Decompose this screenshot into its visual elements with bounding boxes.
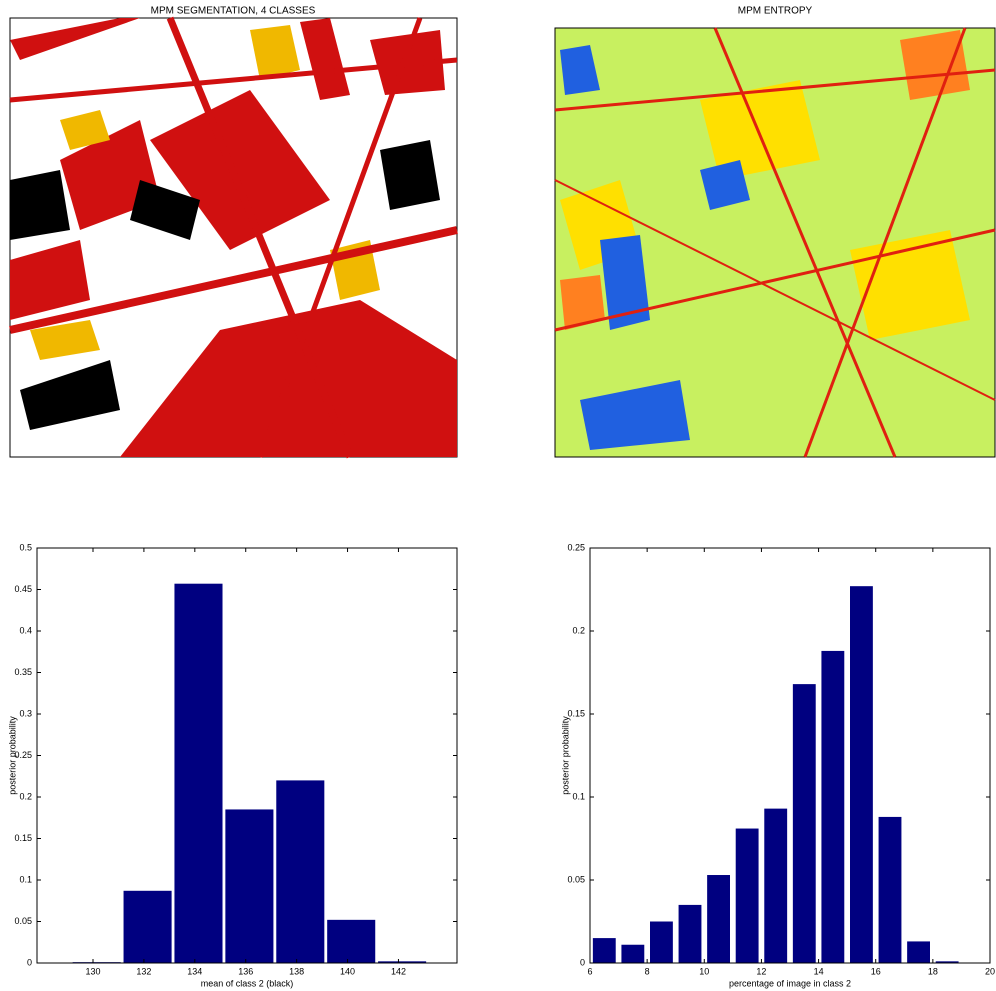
bar bbox=[850, 586, 873, 963]
bar bbox=[327, 919, 376, 963]
bar bbox=[764, 808, 788, 963]
x-axis-label: mean of class 2 (black) bbox=[201, 978, 294, 988]
y-axis-label: posterior probability bbox=[560, 716, 570, 795]
bar bbox=[378, 961, 427, 963]
y-tick-label: 0.1 bbox=[572, 791, 585, 801]
x-tick-label: 140 bbox=[340, 966, 355, 976]
image-title: MPM SEGMENTATION, 4 CLASSES bbox=[151, 6, 316, 17]
entropy-image bbox=[554, 27, 996, 458]
x-tick-label: 20 bbox=[985, 966, 995, 976]
y-tick-label: 0.5 bbox=[19, 542, 32, 552]
x-tick-label: 138 bbox=[289, 966, 304, 976]
y-tick-label: 0.15 bbox=[14, 833, 32, 843]
x-tick-label: 16 bbox=[871, 966, 881, 976]
bar bbox=[735, 828, 759, 963]
y-tick-label: 0.05 bbox=[14, 916, 32, 926]
bar bbox=[123, 890, 172, 963]
x-tick-label: 6 bbox=[587, 966, 592, 976]
x-tick-label: 132 bbox=[136, 966, 151, 976]
y-tick-label: 0.2 bbox=[19, 791, 32, 801]
y-tick-label: 0.05 bbox=[567, 874, 585, 884]
x-tick-label: 8 bbox=[645, 966, 650, 976]
y-tick-label: 0.4 bbox=[19, 625, 32, 635]
y-tick-label: 0.35 bbox=[14, 667, 32, 677]
bar bbox=[592, 938, 616, 963]
y-tick-label: 0.3 bbox=[19, 708, 32, 718]
bar bbox=[174, 583, 223, 963]
bar bbox=[276, 780, 325, 963]
y-tick-label: 0 bbox=[27, 957, 32, 967]
y-tick-label: 0.1 bbox=[19, 874, 32, 884]
bar bbox=[707, 875, 730, 963]
plot-frame bbox=[589, 547, 991, 964]
bar bbox=[878, 816, 902, 963]
y-tick-label: 0.25 bbox=[567, 542, 585, 552]
x-tick-label: 134 bbox=[187, 966, 202, 976]
y-tick-label: 0 bbox=[580, 957, 585, 967]
bar bbox=[821, 650, 845, 963]
bar bbox=[792, 684, 816, 963]
x-axis-label: percentage of image in class 2 bbox=[729, 978, 851, 988]
x-tick-label: 14 bbox=[814, 966, 824, 976]
x-tick-label: 10 bbox=[699, 966, 709, 976]
y-tick-label: 0.45 bbox=[14, 584, 32, 594]
y-tick-label: 0.2 bbox=[572, 625, 585, 635]
bar bbox=[225, 809, 274, 963]
x-tick-label: 142 bbox=[391, 966, 406, 976]
bar bbox=[650, 921, 673, 963]
image-title: MPM ENTROPY bbox=[738, 6, 813, 17]
x-tick-label: 18 bbox=[928, 966, 938, 976]
segmentation-image bbox=[9, 16, 458, 459]
x-tick-label: 12 bbox=[756, 966, 766, 976]
y-axis-label: posterior probability bbox=[7, 716, 17, 795]
bar bbox=[907, 941, 930, 963]
x-tick-label: 130 bbox=[85, 966, 100, 976]
x-tick-label: 136 bbox=[238, 966, 253, 976]
bar bbox=[621, 944, 645, 963]
y-tick-label: 0.15 bbox=[567, 708, 585, 718]
bar bbox=[935, 961, 959, 963]
bar bbox=[678, 904, 702, 963]
y-tick-label: 0.25 bbox=[14, 750, 32, 760]
